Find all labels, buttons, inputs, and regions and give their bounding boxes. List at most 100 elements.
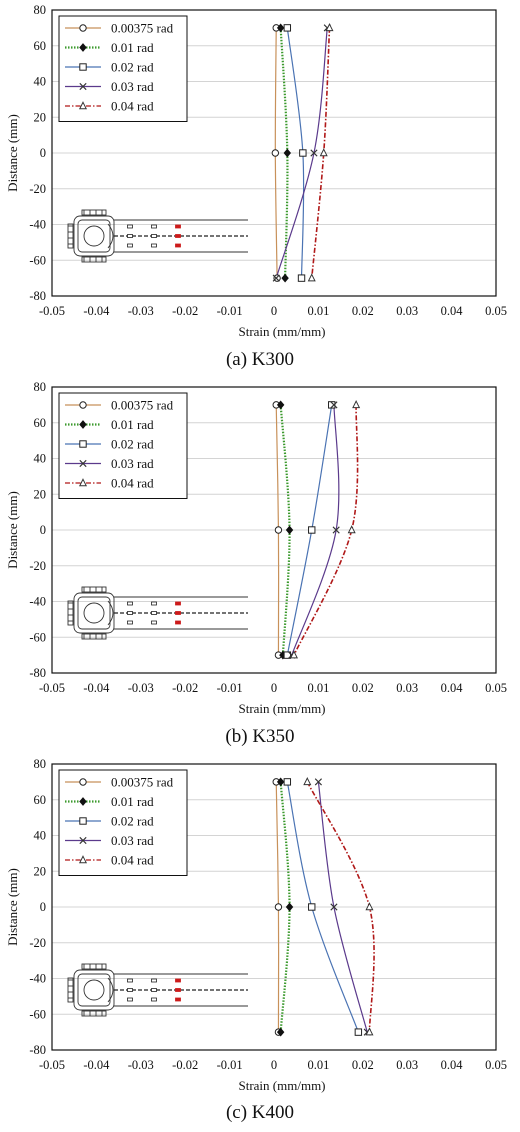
y-tick-label: 20: [34, 864, 47, 878]
x-tick-label: 0.04: [441, 304, 464, 318]
y-tick-label: 60: [34, 416, 47, 430]
data-point-marker: [276, 400, 285, 410]
data-point-marker: [272, 274, 280, 282]
data-point-marker: [271, 149, 280, 157]
x-tick-label: -0.02: [172, 681, 198, 695]
y-tick-label: 80: [34, 380, 47, 394]
data-point-marker: [276, 23, 285, 33]
data-point-marker: [78, 478, 88, 487]
specimen-section-icon: [67, 963, 248, 1017]
legend-label: 0.00375 rad: [111, 21, 174, 36]
data-point-marker: [79, 459, 87, 468]
data-point-marker: [79, 836, 87, 845]
chart-panel-b: -80 -60 -40 -20 0 20 40 60 80 -0.05 -0.04 -0.03 -0.0…: [0, 377, 520, 754]
y-tick-label: -40: [29, 218, 46, 232]
data-point-marker: [330, 401, 338, 409]
data-point-marker: [79, 82, 87, 91]
y-tick-label: -60: [29, 630, 46, 644]
legend-label: 0.03 rad: [111, 79, 154, 94]
data-point-marker: [352, 400, 361, 409]
plot-frame: [51, 763, 497, 1051]
x-tick-label: 0.05: [485, 304, 507, 318]
plot-frame: [51, 386, 497, 674]
y-tick-label: -60: [29, 253, 46, 267]
data-point-marker: [79, 24, 87, 32]
y-tick-label: 40: [34, 452, 47, 466]
data-point-marker: [274, 526, 283, 534]
x-tick-label: -0.05: [39, 304, 65, 318]
y-tick-label: -80: [29, 1043, 46, 1057]
data-point-marker: [79, 817, 87, 825]
data-point-marker: [299, 149, 307, 157]
x-axis-label: Strain (mm/mm): [238, 324, 325, 339]
legend-label: 0.03 rad: [111, 456, 154, 471]
chart-caption: (b) K350: [225, 726, 295, 747]
data-point-marker: [330, 903, 338, 911]
y-tick-label: 80: [34, 757, 47, 771]
data-point-marker: [328, 401, 336, 409]
legend-label: 0.02 rad: [111, 60, 154, 75]
x-tick-label: 0: [271, 1058, 277, 1072]
y-tick-label: 20: [34, 110, 47, 124]
y-tick-label: -20: [29, 936, 46, 950]
legend-label: 0.01 rad: [111, 40, 154, 55]
y-tick-label: 80: [34, 3, 47, 17]
x-tick-label: 0.04: [441, 1058, 464, 1072]
x-tick-label: -0.03: [128, 304, 154, 318]
data-point-marker: [78, 855, 88, 864]
plot-frame: [51, 9, 497, 297]
chart-k300: -80 -60 -40 -20 0 20 40 60 80 -0.05 -0.04 -0.03 -0.0…: [0, 0, 520, 345]
y-tick-label: -80: [29, 289, 46, 303]
x-tick-label: 0.05: [485, 1058, 507, 1072]
y-tick-label: -60: [29, 1007, 46, 1021]
y-tick-label: 60: [34, 39, 47, 53]
data-point-marker: [79, 440, 87, 448]
data-point-marker: [365, 1027, 374, 1036]
data-point-marker: [274, 903, 283, 911]
legend-label: 0.04 rad: [111, 853, 154, 868]
data-point-marker: [273, 274, 281, 282]
x-axis-label: Strain (mm/mm): [238, 701, 325, 716]
y-axis-label: Distance (mm): [5, 114, 20, 192]
data-point-marker: [325, 23, 334, 32]
y-tick-label: 60: [34, 793, 47, 807]
x-tick-label: -0.04: [83, 304, 110, 318]
x-tick-label: -0.02: [172, 1058, 198, 1072]
data-point-marker: [314, 778, 322, 786]
data-point-marker: [79, 63, 87, 71]
y-tick-label: -40: [29, 972, 46, 986]
data-point-marker: [78, 101, 88, 110]
y-axis-label: Distance (mm): [5, 491, 20, 569]
x-tick-label: -0.03: [128, 681, 154, 695]
data-point-marker: [283, 778, 292, 786]
x-tick-label: 0.01: [307, 304, 329, 318]
data-point-marker: [276, 1027, 285, 1037]
data-point-marker: [79, 420, 87, 429]
y-tick-label: -80: [29, 666, 46, 680]
x-tick-label: 0.05: [485, 681, 507, 695]
legend-label: 0.04 rad: [111, 476, 154, 491]
legend-label: 0.02 rad: [111, 437, 154, 452]
chart-k400: -80 -60 -40 -20 0 20 40 60 80 -0.05 -0.04 -0.03 -0.0…: [0, 754, 520, 1099]
data-point-marker: [79, 43, 87, 52]
data-point-marker: [310, 149, 318, 157]
data-point-marker: [365, 902, 374, 911]
y-tick-label: -40: [29, 595, 46, 609]
legend-label: 0.04 rad: [111, 99, 154, 114]
x-tick-label: 0.02: [352, 1058, 374, 1072]
chart-caption: (a) K300: [225, 349, 295, 370]
data-point-marker: [79, 401, 87, 409]
x-tick-label: -0.01: [217, 1058, 243, 1072]
x-tick-label: 0.04: [441, 681, 464, 695]
data-point-marker: [308, 903, 316, 911]
chart-panel-c: -80 -60 -40 -20 0 20 40 60 80 -0.05 -0.04 -0.03 -0.0…: [0, 754, 520, 1132]
y-tick-label: 0: [40, 523, 46, 537]
data-point-marker: [354, 1028, 363, 1036]
legend-label: 0.00375 rad: [111, 398, 174, 413]
x-tick-label: -0.05: [39, 1058, 65, 1072]
data-point-marker: [276, 777, 285, 787]
x-tick-label: -0.01: [217, 681, 243, 695]
specimen-section-icon: [67, 586, 248, 640]
x-tick-label: -0.01: [217, 304, 243, 318]
specimen-section-icon: [67, 209, 248, 263]
